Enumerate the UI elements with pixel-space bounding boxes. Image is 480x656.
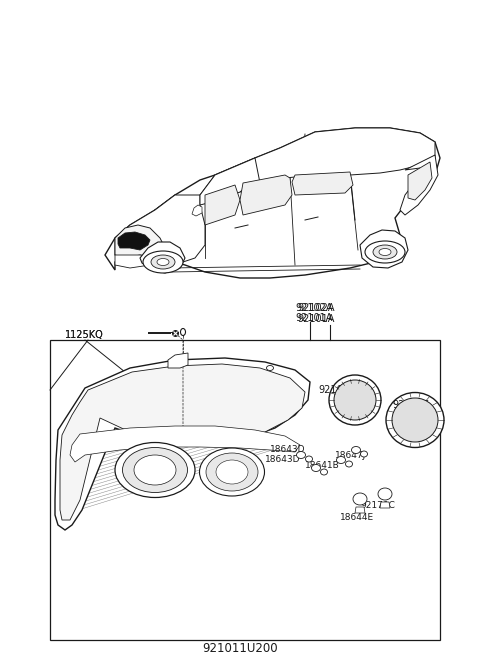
Ellipse shape <box>329 375 381 425</box>
Ellipse shape <box>351 447 360 453</box>
Text: 92102A: 92102A <box>295 303 333 313</box>
Ellipse shape <box>216 460 248 484</box>
Text: 18647J: 18647J <box>335 451 366 459</box>
Polygon shape <box>140 242 185 273</box>
Ellipse shape <box>334 380 376 420</box>
Polygon shape <box>168 353 188 368</box>
Polygon shape <box>408 162 432 200</box>
Ellipse shape <box>157 258 169 266</box>
Ellipse shape <box>386 392 444 447</box>
Text: 92101A: 92101A <box>297 314 335 324</box>
Text: 1125KQ: 1125KQ <box>65 330 104 340</box>
Text: 92101A: 92101A <box>295 313 332 323</box>
Ellipse shape <box>115 443 195 497</box>
Polygon shape <box>215 128 435 192</box>
Polygon shape <box>355 507 365 513</box>
Polygon shape <box>292 172 353 195</box>
Ellipse shape <box>297 451 305 459</box>
Ellipse shape <box>360 451 368 457</box>
Text: 18641B: 18641B <box>305 461 340 470</box>
Text: 92102A: 92102A <box>297 303 335 313</box>
Ellipse shape <box>378 488 392 500</box>
Text: 92161A: 92161A <box>318 385 355 395</box>
Ellipse shape <box>373 245 397 259</box>
Polygon shape <box>115 195 205 263</box>
Ellipse shape <box>392 398 438 442</box>
Ellipse shape <box>346 461 352 467</box>
Text: 92170C: 92170C <box>360 501 395 510</box>
Polygon shape <box>380 502 390 508</box>
Polygon shape <box>60 364 305 520</box>
Polygon shape <box>105 128 440 278</box>
Ellipse shape <box>143 251 183 273</box>
Ellipse shape <box>353 493 367 505</box>
Ellipse shape <box>305 456 312 462</box>
Polygon shape <box>115 225 165 258</box>
Text: 1125KQ: 1125KQ <box>65 330 104 340</box>
Ellipse shape <box>336 457 346 464</box>
Polygon shape <box>205 185 240 225</box>
Ellipse shape <box>379 249 391 255</box>
Ellipse shape <box>134 455 176 485</box>
Ellipse shape <box>206 453 258 491</box>
Ellipse shape <box>365 241 405 263</box>
Text: 18643D: 18643D <box>270 445 305 455</box>
Polygon shape <box>55 358 310 530</box>
Ellipse shape <box>180 329 185 335</box>
Polygon shape <box>360 230 408 268</box>
Polygon shape <box>70 426 300 462</box>
Text: 18644E: 18644E <box>340 514 374 522</box>
Polygon shape <box>192 205 202 216</box>
Text: 92140E: 92140E <box>392 400 429 410</box>
Text: 18643D: 18643D <box>265 455 300 464</box>
Polygon shape <box>240 175 292 215</box>
Ellipse shape <box>200 448 264 496</box>
Bar <box>50 340 440 640</box>
Polygon shape <box>200 158 260 205</box>
Ellipse shape <box>266 365 274 371</box>
Ellipse shape <box>321 469 327 475</box>
Text: 921011U200: 921011U200 <box>202 642 278 655</box>
Polygon shape <box>118 232 150 250</box>
Ellipse shape <box>312 464 321 472</box>
Polygon shape <box>400 155 438 215</box>
Ellipse shape <box>151 255 175 269</box>
Ellipse shape <box>122 447 188 493</box>
Polygon shape <box>115 255 163 268</box>
